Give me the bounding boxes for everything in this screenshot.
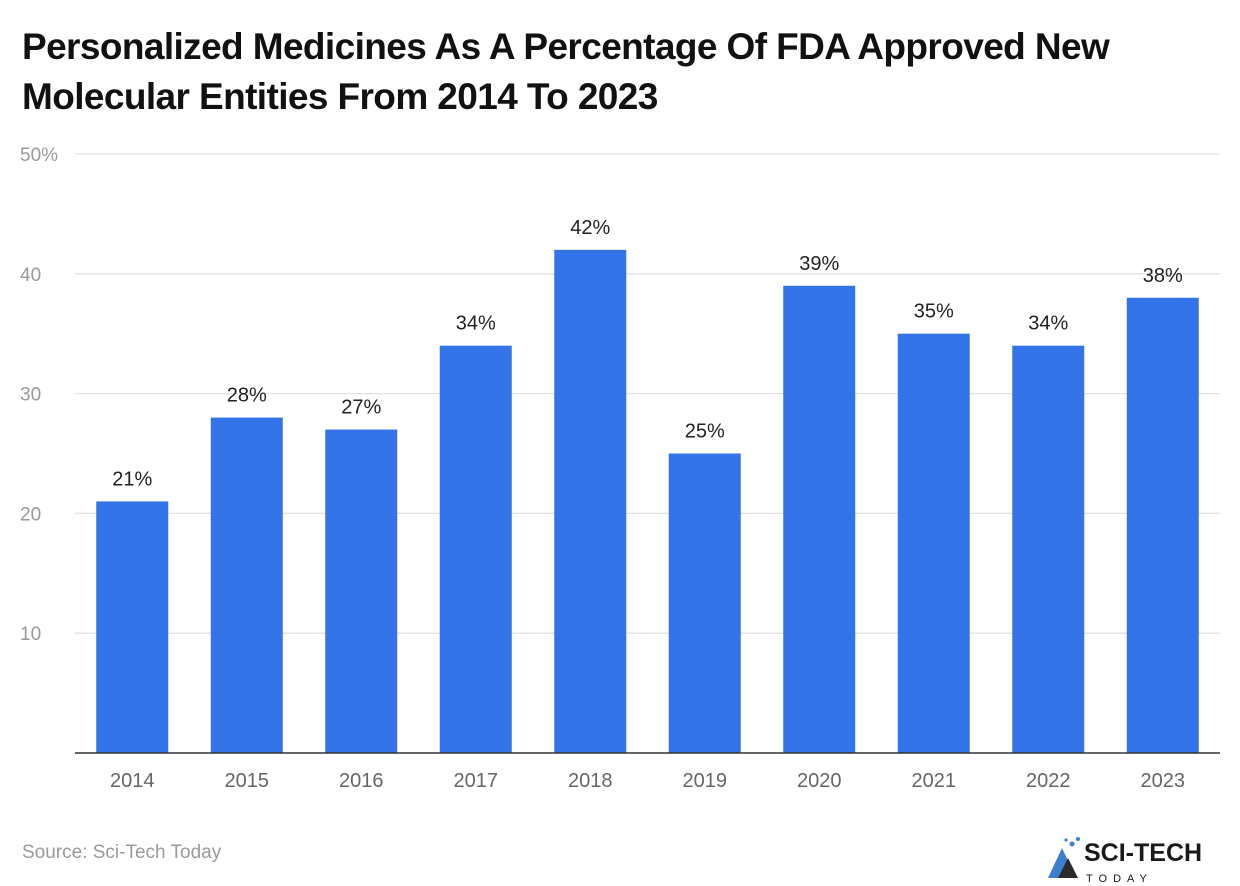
sci-tech-today-logo: SCI-TECH TODAY [1048, 837, 1202, 885]
data-label: 35% [914, 301, 954, 323]
data-label: 28% [227, 385, 267, 407]
x-tick-label: 2018 [568, 770, 613, 792]
bar-2016 [325, 429, 398, 753]
data-label: 27% [341, 397, 381, 419]
svg-text:TODAY: TODAY [1086, 873, 1153, 885]
bar-2015 [210, 417, 283, 753]
x-tick-label: 2019 [683, 770, 728, 792]
x-tick-label: 2017 [454, 770, 499, 792]
bar-2017 [439, 345, 512, 753]
x-tick-label: 2021 [912, 770, 957, 792]
chart-title: Personalized Medicines As A Percentage O… [22, 26, 1110, 117]
bar-chart: 10 20 30 40 50% 21% 2014 28% 2015 27% 2016 34% 2017 4… [20, 145, 1220, 792]
data-label: 42% [570, 217, 610, 239]
y-tick-label: 10 [20, 624, 41, 645]
bar-2023 [1126, 297, 1199, 753]
y-tick-label: 40 [20, 265, 41, 286]
x-tick-label: 2020 [797, 770, 842, 792]
data-label: 34% [1028, 313, 1068, 335]
y-tick-label: 30 [20, 385, 41, 406]
x-tick-label: 2016 [339, 770, 384, 792]
bar-2018 [554, 249, 627, 753]
x-tick-label: 2015 [225, 770, 270, 792]
data-label: 25% [685, 421, 725, 443]
y-tick-label: 20 [20, 504, 41, 525]
data-label: 38% [1143, 265, 1183, 287]
bar-2021 [897, 333, 970, 753]
x-tick-label: 2022 [1026, 770, 1071, 792]
bar-2022 [1012, 345, 1085, 753]
source-note: Source: Sci-Tech Today [22, 842, 222, 863]
x-tick-label: 2014 [110, 770, 155, 792]
data-label: 39% [799, 253, 839, 275]
y-tick-label: 50% [20, 145, 58, 166]
bar-2014 [96, 501, 169, 753]
data-label: 34% [456, 313, 496, 335]
data-label: 21% [112, 468, 152, 490]
bar-2020 [783, 285, 856, 753]
svg-text:SCI-TECH: SCI-TECH [1084, 839, 1202, 867]
x-tick-label: 2023 [1141, 770, 1186, 792]
bar-2019 [668, 453, 741, 753]
